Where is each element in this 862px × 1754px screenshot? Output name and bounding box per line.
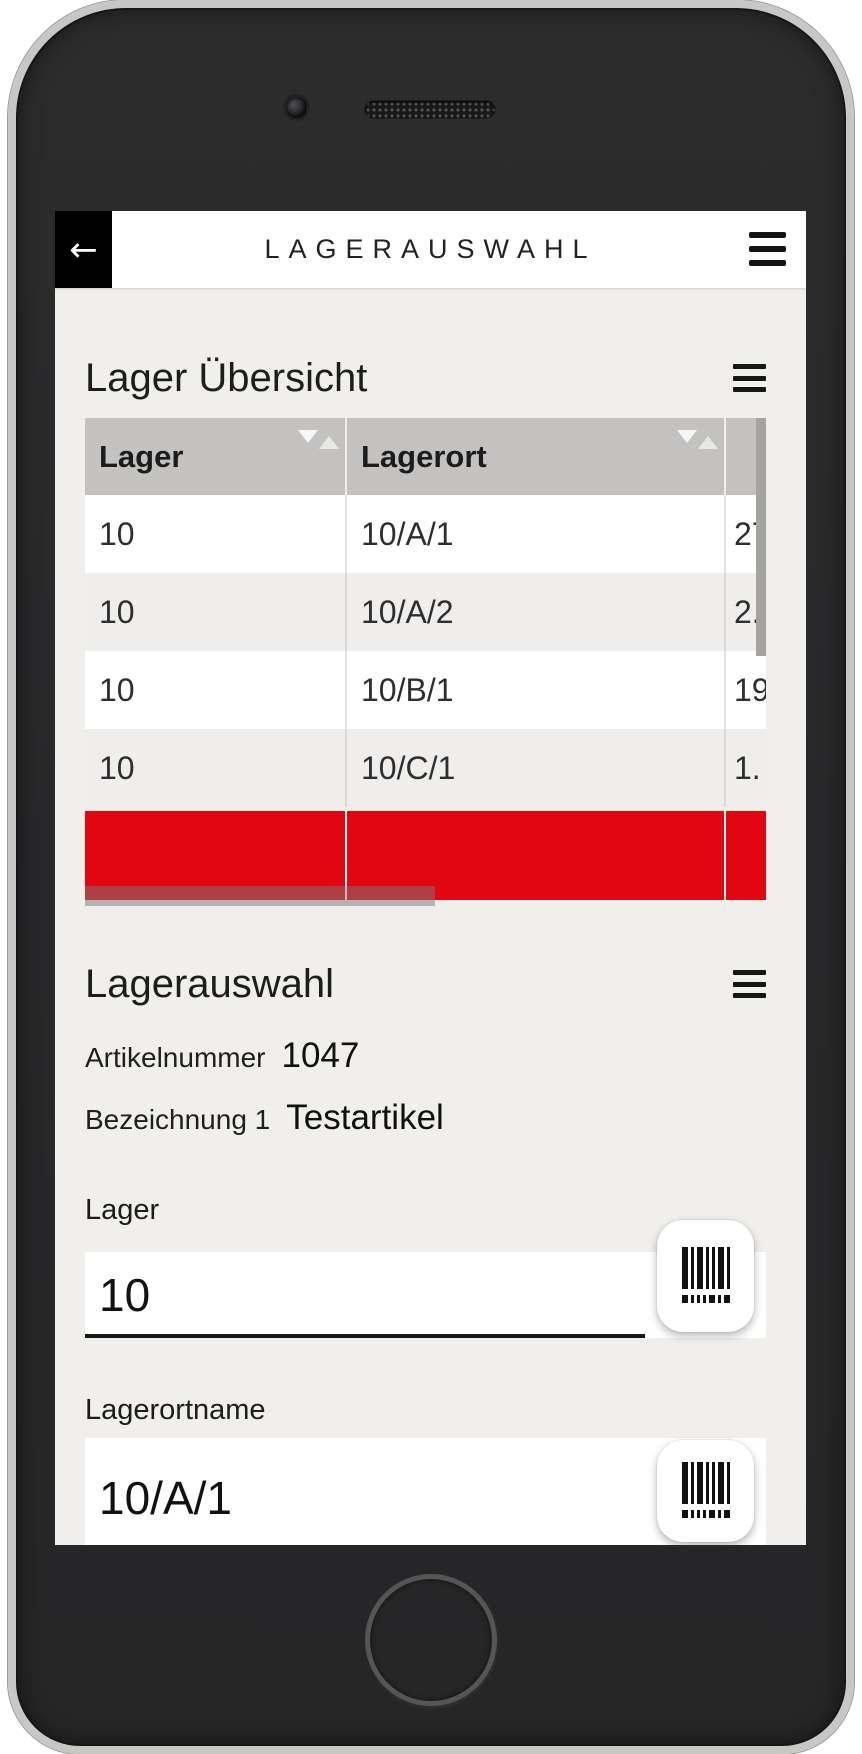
cell-lagerort: 10/A/1 xyxy=(347,495,726,573)
table-row[interactable]: 10 10/A/1 27 xyxy=(85,495,766,573)
hamburger-icon xyxy=(749,232,786,238)
horizontal-scrollbar-thumb[interactable] xyxy=(85,886,435,906)
description-value: Testartikel xyxy=(286,1098,444,1137)
sort-desc-icon xyxy=(298,430,318,443)
back-button[interactable]: ← xyxy=(55,211,112,288)
sort-arrows-icon xyxy=(298,430,339,449)
cell-lagerort: 10/A/2 xyxy=(347,573,726,651)
app-content: Lager Übersicht Lager xyxy=(55,350,806,1545)
cell-lager: 10 xyxy=(85,729,347,807)
warehouse-table: Lager Lagerort xyxy=(85,418,766,906)
input-underline xyxy=(85,1334,645,1338)
hamburger-icon xyxy=(733,970,766,975)
home-button[interactable] xyxy=(365,1574,497,1706)
cell-lagerort: 10/B/1 xyxy=(347,651,726,729)
cell-lager: 10 xyxy=(85,495,347,573)
vertical-scrollbar-thumb[interactable] xyxy=(756,418,766,656)
column-header-lager[interactable]: Lager xyxy=(85,418,347,495)
app-bar: ← LAGERAUSWAHL xyxy=(55,211,806,288)
table-row[interactable]: 10 10/C/1 1. xyxy=(85,729,766,807)
app-menu-button[interactable] xyxy=(749,232,786,266)
column-header-lagerort[interactable]: Lagerort xyxy=(347,418,726,495)
description-label: Bezeichnung 1 xyxy=(85,1104,271,1135)
app-screen: ← LAGERAUSWAHL Lager Übersicht xyxy=(55,211,806,1545)
location-scan-button[interactable] xyxy=(657,1440,754,1542)
description-line: Bezeichnung 1 Testartikel xyxy=(85,1098,766,1140)
overview-section-header: Lager Übersicht xyxy=(85,350,766,406)
article-number-label: Artikelnummer xyxy=(85,1042,266,1073)
sort-asc-icon xyxy=(319,436,339,449)
arrow-left-icon: ← xyxy=(69,229,98,270)
selected-row-highlight[interactable] xyxy=(85,811,766,900)
sort-asc-icon xyxy=(698,436,718,449)
article-number-line: Artikelnummer 1047 xyxy=(85,1036,766,1078)
sort-arrows-icon xyxy=(677,430,718,449)
barcode-icon xyxy=(681,1247,730,1303)
location-field-label: Lagerortname xyxy=(85,1394,266,1426)
app-title: LAGERAUSWAHL xyxy=(264,234,597,264)
selection-section-title: Lagerauswahl xyxy=(85,961,335,1006)
cell-lagerort: 10/C/1 xyxy=(347,729,726,807)
table-row[interactable]: 10 10/A/2 2. xyxy=(85,573,766,651)
selection-menu-button[interactable] xyxy=(733,970,766,998)
warehouse-field-label: Lager xyxy=(85,1194,160,1226)
warehouse-scan-button[interactable] xyxy=(657,1220,754,1332)
table-row[interactable]: 10 10/B/1 19 xyxy=(85,651,766,729)
sort-desc-icon xyxy=(677,430,697,443)
cell-lager: 10 xyxy=(85,651,347,729)
warehouse-input[interactable] xyxy=(85,1252,625,1338)
overview-section-title: Lager Übersicht xyxy=(85,355,368,400)
barcode-icon xyxy=(681,1462,730,1518)
hamburger-icon xyxy=(733,364,766,369)
warehouse-input-box xyxy=(85,1220,766,1338)
article-number-value: 1047 xyxy=(281,1036,360,1075)
cell-lager: 10 xyxy=(85,573,347,651)
table-header-row: Lager Lagerort xyxy=(85,418,766,495)
cell-truncated: 1. xyxy=(734,750,761,786)
location-input-box xyxy=(85,1438,766,1545)
cell-truncated: 19 xyxy=(734,672,766,708)
front-camera xyxy=(286,97,307,118)
earpiece-speaker xyxy=(365,101,495,118)
selection-section-header: Lagerauswahl xyxy=(85,956,766,1012)
location-input[interactable] xyxy=(85,1438,625,1545)
overview-menu-button[interactable] xyxy=(733,364,766,392)
